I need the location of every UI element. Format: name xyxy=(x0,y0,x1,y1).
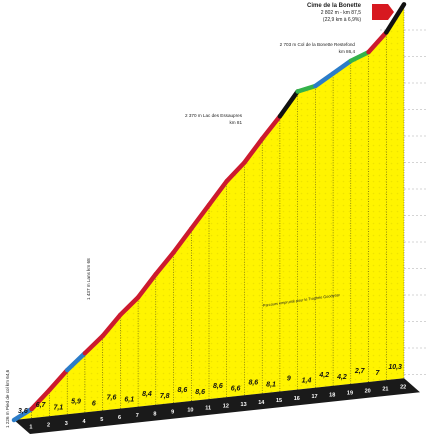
base-label: 1 226 m Pied de col km 64,6 xyxy=(5,369,10,428)
km-marker: 1 xyxy=(29,425,32,431)
km-marker: 10 xyxy=(187,407,193,413)
km-marker: 8 xyxy=(153,411,156,417)
km-marker: 2 xyxy=(47,423,50,429)
gradient-label: 8,6 xyxy=(195,389,205,396)
profile-segment xyxy=(259,114,283,141)
summit-badge: Cime de la Bonette 2 802 m - km 87,5 (22… xyxy=(307,3,394,23)
annotation-bonette-restefond: 2 703 m Col de la Bonette Restefond xyxy=(280,42,356,47)
profile-segment xyxy=(47,367,70,393)
profile-segment xyxy=(295,83,318,94)
summit-altitude: 2 802 m - km 87,5 xyxy=(321,10,362,16)
km-marker: 18 xyxy=(329,392,335,398)
km-marker: 17 xyxy=(311,394,317,400)
km-marker: 4 xyxy=(83,419,87,425)
km-marker: 21 xyxy=(382,387,388,393)
profile-segment xyxy=(189,202,212,231)
profile-segment xyxy=(348,49,371,64)
profile-segment xyxy=(171,226,194,255)
profile-segment xyxy=(135,271,159,300)
profile-segment xyxy=(118,295,141,318)
gradient-label: 8,4 xyxy=(142,391,152,398)
km-marker: 22 xyxy=(400,385,406,391)
profile-segment xyxy=(11,406,34,423)
profile-segment xyxy=(277,89,300,119)
profile-segment xyxy=(82,333,105,356)
profile-segment xyxy=(242,136,265,165)
profile-segment xyxy=(313,71,336,89)
gradient-label: 4,2 xyxy=(336,374,347,381)
km-marker: 15 xyxy=(276,398,282,404)
profile-segment xyxy=(206,178,229,208)
profile-texture xyxy=(14,4,404,421)
gradient-label: 7 xyxy=(375,370,380,377)
profile-line xyxy=(11,2,407,423)
km-marker: 7 xyxy=(136,413,139,419)
gradient-label: 8,6 xyxy=(248,379,258,386)
profile-segment xyxy=(64,350,88,373)
km-marker: 14 xyxy=(258,400,265,406)
profile-segment xyxy=(330,58,354,76)
km-marker: 6 xyxy=(118,415,121,421)
profile-segment xyxy=(29,387,52,412)
gradient-labels: 3,6 6,7 7,1 5,9 6 7,6 6,1 8,4 7,8 8,6 8,6 8,6 6,6 8,6… xyxy=(18,364,402,415)
km-marker: 19 xyxy=(347,390,353,396)
annotation-lans: 1 437 m Lans km 68 xyxy=(86,258,91,300)
gradient-label: 10,3 xyxy=(388,364,402,371)
gradient-label: 7,6 xyxy=(107,395,117,402)
profile-segment xyxy=(100,312,123,339)
km-marker: 11 xyxy=(205,406,211,412)
profile-segment xyxy=(224,160,247,184)
gradient-label: 6 xyxy=(92,400,96,407)
gradient-label: 2,7 xyxy=(354,368,366,375)
gradient-label: 9 xyxy=(287,376,291,383)
profile-segment xyxy=(366,30,389,55)
gradient-label: 1,4 xyxy=(302,378,312,385)
annotation-essaupres-km: km 81 xyxy=(229,120,242,125)
km-marker: 9 xyxy=(171,409,174,415)
km-guide-lines xyxy=(31,4,405,419)
gradient-label: 6,7 xyxy=(36,402,47,409)
gradient-label: 4,2 xyxy=(318,372,329,379)
gradient-label: 8,6 xyxy=(178,387,188,394)
km-strip: 1 2 3 4 5 6 7 8 9 10 11 12 13 14 15 16 17 18 19 20 21 22 xyxy=(14,378,420,434)
gradient-label: 8,6 xyxy=(213,383,223,390)
km-marker: 5 xyxy=(100,417,103,423)
km-marker: 3 xyxy=(65,421,68,427)
gradient-label: 7,1 xyxy=(53,404,63,411)
profile-segment xyxy=(153,250,176,277)
summit-flag-icon xyxy=(372,4,394,20)
gradient-label: 7,8 xyxy=(160,393,170,400)
gradient-label: 3,6 xyxy=(18,408,28,415)
gradient-label: 8,1 xyxy=(266,381,276,388)
profile-segment xyxy=(384,2,407,35)
km-marker: 13 xyxy=(241,402,247,408)
annotation-bonette-restefond-km: km 86,4 xyxy=(339,49,356,54)
km-strip-band xyxy=(14,378,420,434)
summit-stats: (22,9 km à 6,9%) xyxy=(323,17,361,23)
annotation-essaupres: 2 370 m Lac des Essaupres xyxy=(185,113,243,118)
summit-name: Cime de la Bonette xyxy=(307,3,362,9)
gradient-label: 6,6 xyxy=(231,385,241,392)
km-marker: 16 xyxy=(294,396,300,402)
gradient-label: 5,9 xyxy=(71,398,81,405)
km-marker: 12 xyxy=(223,404,229,410)
km-marker: 20 xyxy=(365,388,371,394)
gradient-label: 6,1 xyxy=(124,397,134,404)
